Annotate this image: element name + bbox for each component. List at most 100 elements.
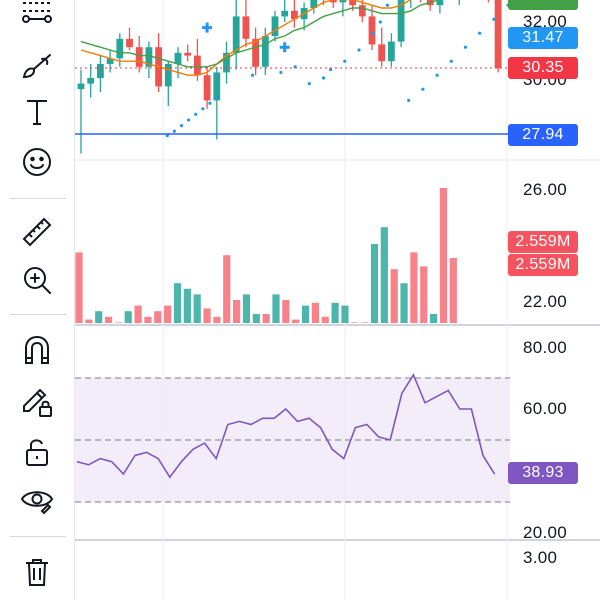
sar-dot	[321, 76, 326, 80]
magnet-tool[interactable]	[16, 330, 58, 370]
volume-bar	[430, 314, 438, 323]
sar-dot	[449, 59, 453, 63]
volume-bar	[104, 316, 113, 323]
candle-body	[87, 78, 95, 84]
toolbar-separator	[10, 314, 66, 315]
volume-bar	[75, 252, 83, 323]
candlestick-series	[77, 0, 502, 154]
candle-body	[349, 0, 356, 6]
rsi-value-badge: 38.93	[508, 462, 578, 484]
line-level-badge: 27.94	[508, 124, 578, 146]
volume-bar	[410, 252, 418, 323]
candle-body	[145, 47, 153, 67]
candle-body	[184, 52, 192, 56]
line-tool-icon	[22, 2, 52, 23]
volume-bar	[85, 319, 93, 323]
volume-bar	[203, 308, 211, 323]
candle-body	[223, 52, 230, 73]
sar-dot	[165, 134, 169, 138]
candle-body	[281, 10, 289, 17]
sar-dot	[208, 101, 212, 105]
unlock-tool[interactable]	[16, 432, 58, 472]
volume-bar	[213, 316, 221, 323]
sar-dot	[179, 124, 184, 128]
volume-bar	[380, 227, 388, 323]
zoom-tool[interactable]	[16, 260, 58, 300]
volume-bar	[390, 269, 398, 323]
candle-body	[494, 0, 502, 69]
last-price-badge: 30.35	[508, 57, 578, 79]
rsi-line	[76, 373, 496, 479]
magnet-icon	[25, 335, 49, 364]
candle-body	[194, 55, 201, 76]
rsi-scale-label: 80.00	[523, 338, 568, 357]
volume-bar	[420, 266, 428, 323]
candle-body	[164, 64, 172, 87]
ruler-icon	[22, 217, 52, 247]
volume-bar	[311, 302, 319, 323]
text-icon	[27, 100, 47, 125]
volume-bar	[272, 294, 280, 323]
parabolic-sar-series	[165, 3, 510, 138]
volume-bar	[292, 319, 300, 323]
volume-bar	[282, 300, 290, 323]
visibility-tool[interactable]	[16, 480, 58, 520]
bottom-pane-scale-label: 3.00	[523, 548, 558, 567]
sar-dot	[492, 17, 496, 21]
volume-histogram	[75, 188, 457, 323]
volume-bar	[370, 244, 379, 323]
chart-canvas[interactable]	[75, 0, 600, 600]
brush-tool[interactable]	[16, 46, 58, 86]
volume-bar	[144, 316, 152, 323]
volume-bar	[193, 294, 201, 323]
sar-dot	[343, 59, 347, 63]
drawing-toolbar	[0, 0, 75, 600]
delete-tool[interactable]	[16, 552, 58, 592]
candle-body	[358, 5, 366, 17]
chart-area[interactable]	[75, 0, 600, 600]
volume-bar	[223, 255, 231, 323]
sar-dot	[435, 73, 439, 77]
volume-bar	[262, 314, 270, 323]
toolbar-separator	[10, 198, 66, 199]
candle-body	[271, 16, 279, 36]
trash-icon	[26, 559, 48, 586]
candle-body	[203, 75, 211, 101]
smiley-icon	[23, 148, 51, 176]
candle-body	[388, 41, 395, 62]
measure-tool[interactable]	[16, 212, 58, 252]
moving-averages	[80, 0, 442, 76]
rsi-scale-label: 60.00	[523, 399, 568, 418]
candle-body	[116, 38, 124, 59]
volume-bar	[95, 311, 103, 323]
sar-dot	[201, 107, 205, 111]
green-ma-badge	[508, 0, 578, 10]
volume-scale-label: 26.00	[523, 180, 568, 199]
volume-bar	[439, 188, 448, 323]
sar-dot	[187, 118, 191, 122]
volume-bar	[400, 283, 408, 323]
candle-body	[261, 36, 269, 67]
emoji-tool[interactable]	[16, 142, 58, 182]
lock-drawings-tool[interactable]	[16, 382, 58, 422]
volume-bar	[173, 283, 182, 323]
trend-line-tool[interactable]	[16, 0, 58, 32]
volume-bar	[233, 300, 241, 323]
candle-body	[213, 72, 221, 101]
pencil-lock-icon	[23, 388, 52, 417]
candle-body	[252, 38, 259, 67]
brush-icon	[22, 54, 51, 79]
volume-bar	[242, 294, 251, 323]
volume-bar	[321, 316, 329, 323]
volume-badge: 2.559M	[508, 231, 578, 253]
sar-dot	[357, 48, 361, 52]
volume-scale-label: 22.00	[523, 292, 568, 311]
volume-bar	[449, 258, 457, 323]
text-tool[interactable]	[16, 92, 58, 132]
unlock-icon	[26, 439, 48, 466]
sar-dot	[421, 87, 425, 91]
sar-dot	[329, 68, 333, 72]
sar-dot	[215, 96, 219, 100]
sar-dot	[407, 98, 411, 102]
zoom-in-icon	[24, 267, 51, 294]
